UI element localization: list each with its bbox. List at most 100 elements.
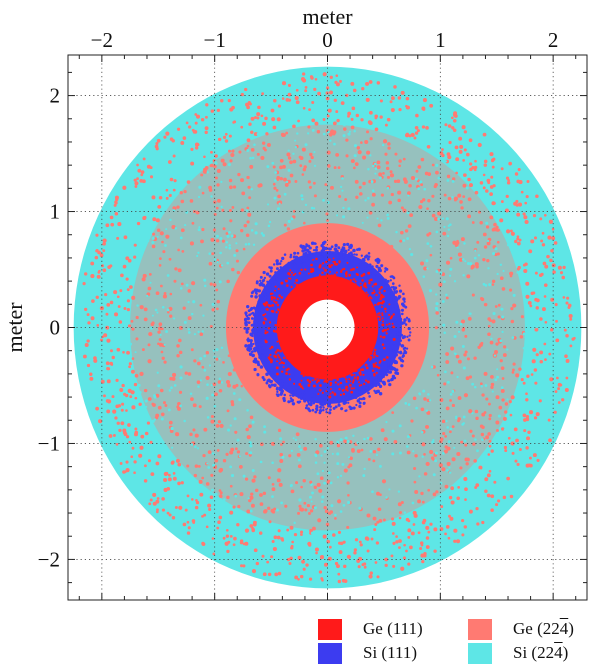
si-111-point — [392, 285, 395, 288]
si-224-point — [292, 152, 295, 155]
ge-224-point — [175, 432, 180, 437]
ge-224-point — [176, 127, 181, 131]
ge-224-point — [115, 404, 120, 409]
ge-224-point — [133, 178, 137, 182]
ge-111-point — [277, 308, 280, 311]
ge-224-point — [461, 319, 465, 324]
ge-224-point — [143, 307, 148, 312]
ge-224-point — [417, 165, 422, 169]
ge-224-point — [197, 361, 201, 366]
ge-224-point — [407, 562, 411, 566]
ge-111-point — [377, 366, 381, 370]
si-111-point — [262, 292, 267, 297]
ge-224-point — [89, 372, 93, 376]
ge-224-point — [557, 401, 561, 404]
si-224-point — [473, 256, 477, 260]
si-224-point — [120, 301, 123, 304]
si-111-point — [246, 338, 249, 342]
si-111-point — [289, 394, 292, 397]
ge-111-point — [264, 331, 267, 335]
si-111-point — [250, 317, 254, 320]
si-224-point — [429, 244, 433, 248]
ge-224-point — [425, 536, 430, 540]
si-224-point — [461, 258, 465, 261]
si-224-point — [449, 223, 452, 227]
ge-224-point — [300, 574, 304, 579]
ge-224-point — [453, 528, 458, 533]
ge-224-point — [248, 453, 252, 457]
ge-224-point — [471, 221, 475, 224]
ge-224-point — [565, 376, 569, 380]
ge-224-point — [240, 228, 244, 233]
ge-224-point — [303, 501, 307, 505]
ge-224-point — [502, 345, 507, 349]
ge-224-point — [316, 129, 321, 134]
ge-224-point — [90, 261, 95, 266]
ge-224-point — [288, 454, 292, 458]
ge-224-point — [272, 125, 277, 130]
ge-224-point — [467, 214, 472, 219]
si-224-point — [496, 375, 500, 379]
si-224-point — [213, 404, 217, 408]
ge-224-point — [377, 507, 382, 512]
ge-224-point — [526, 436, 531, 441]
ge-224-point — [222, 361, 225, 364]
ge-111-point — [378, 291, 381, 294]
si-224-point — [443, 331, 447, 334]
ge-224-point — [525, 398, 529, 402]
ge-224-point — [146, 421, 151, 425]
ge-224-point — [94, 255, 99, 260]
ge-224-point — [240, 125, 244, 129]
si-111-point — [253, 334, 258, 338]
ge-111-point — [325, 390, 328, 392]
si-224-point — [446, 426, 449, 429]
ge-224-point — [249, 524, 254, 528]
si-224-point — [267, 224, 271, 228]
si-111-point — [390, 295, 394, 299]
ge-224-point — [431, 163, 435, 167]
ge-224-point — [200, 173, 204, 177]
ge-224-point — [445, 406, 450, 411]
ge-224-point — [389, 170, 393, 174]
ge-224-point — [403, 543, 406, 547]
ge-224-point — [202, 454, 206, 458]
si-224-point — [220, 205, 223, 209]
ge-111-point — [371, 291, 375, 295]
si-111-point — [405, 347, 409, 350]
ge-224-point — [286, 528, 290, 532]
ge-224-point — [147, 343, 151, 347]
ge-224-point — [329, 90, 333, 95]
ge-224-point — [218, 515, 223, 520]
si-224-point — [336, 476, 340, 479]
ge-224-point — [171, 460, 175, 464]
si-111-point — [401, 355, 404, 359]
ge-224-point — [155, 142, 159, 146]
si-111-point — [370, 383, 373, 386]
ge-224-point — [547, 235, 552, 240]
ge-224-point — [477, 210, 481, 214]
ge-224-point — [264, 116, 268, 121]
si-224-point — [378, 464, 382, 468]
ge-111-point — [381, 313, 384, 317]
si-224-point — [493, 354, 497, 357]
ge-224-point — [173, 179, 177, 183]
ge-111-point — [374, 282, 378, 286]
si-111-point — [287, 261, 291, 265]
si-111-point — [276, 380, 279, 384]
ge-224-point — [431, 194, 435, 198]
ge-224-point — [448, 140, 452, 145]
ge-224-point — [190, 397, 194, 401]
ge-224-point — [507, 179, 510, 182]
si-111-point — [251, 353, 255, 358]
ge-224-point — [204, 166, 209, 170]
ge-224-point — [457, 396, 462, 400]
si-111-point — [249, 343, 253, 347]
ge-224-point — [203, 513, 207, 517]
si-111-point — [362, 267, 365, 270]
ge-224-point — [311, 100, 315, 104]
ge-224-point — [199, 492, 204, 497]
ge-224-point — [390, 554, 394, 558]
si-111-point — [291, 402, 296, 406]
si-224-point — [157, 384, 161, 388]
ge-224-point — [205, 482, 210, 486]
